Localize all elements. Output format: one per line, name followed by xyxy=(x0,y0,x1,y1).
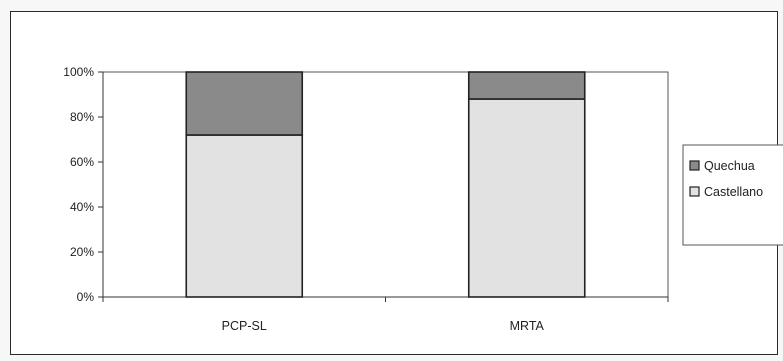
x-category-label: PCP-SL xyxy=(222,319,267,333)
y-tick-label: 0% xyxy=(77,290,95,304)
legend-label-castellano: Castellano xyxy=(704,185,763,199)
bar-quechua-mrta xyxy=(467,71,586,100)
legend-swatch-quechua xyxy=(689,160,700,171)
y-tick-label: 40% xyxy=(70,200,94,214)
bar-castellano-pcp-sl xyxy=(185,134,304,298)
bar-quechua-pcp-sl xyxy=(185,71,304,136)
y-tick-label: 20% xyxy=(70,245,94,259)
y-axis-ticks: 0% 20% 40% 60% 80% 100% xyxy=(63,65,103,304)
legend: Quechua Castellano xyxy=(682,144,783,246)
y-tick-label: 60% xyxy=(70,155,94,169)
y-tick-label: 80% xyxy=(70,110,94,124)
x-category-label: MRTA xyxy=(510,319,545,333)
bars-group xyxy=(185,71,586,298)
legend-label-quechua: Quechua xyxy=(704,159,755,173)
legend-box xyxy=(682,144,783,246)
legend-swatch-castellano xyxy=(689,186,700,197)
bar-castellano-mrta xyxy=(467,98,586,298)
y-tick-label: 100% xyxy=(63,65,94,79)
x-axis-ticks: PCP-SL MRTA xyxy=(102,297,669,333)
